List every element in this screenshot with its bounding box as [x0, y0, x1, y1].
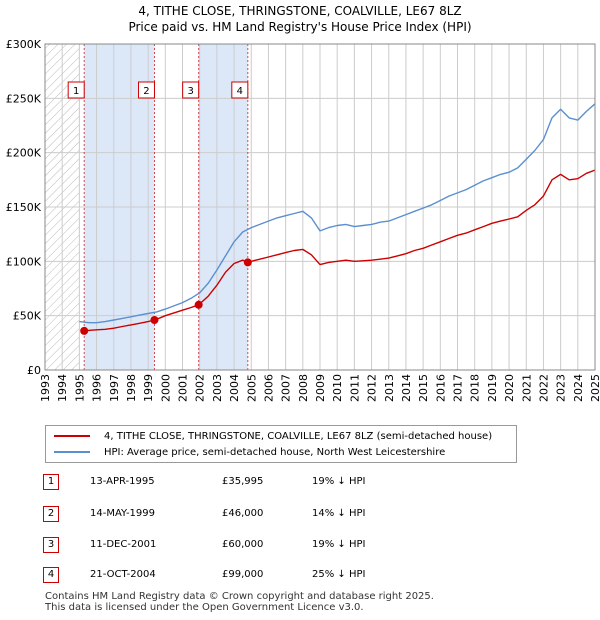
sale-price: £99,000 — [222, 569, 264, 580]
x-tick-label: 1998 — [125, 374, 138, 402]
footer-licence: This data is licensed under the Open Gov… — [45, 602, 364, 613]
x-tick-label: 2023 — [555, 374, 568, 402]
sale-badge: 2 — [43, 506, 59, 522]
x-tick-label: 2019 — [486, 374, 499, 402]
sale-price: £35,995 — [222, 476, 264, 487]
y-tick-label: £50K — [13, 310, 42, 323]
x-tick-label: 1995 — [73, 374, 86, 402]
x-tick-label: 2016 — [434, 374, 447, 402]
x-tick-label: 1994 — [56, 374, 69, 402]
sale-hpi-diff: 14% ↓ HPI — [312, 508, 366, 519]
sale-point — [243, 258, 252, 267]
y-tick-label: £100K — [6, 255, 42, 268]
x-tick-label: 1997 — [108, 374, 121, 402]
x-tick-label: 2008 — [297, 374, 310, 402]
x-tick-label: 2000 — [159, 374, 172, 402]
sale-number-box — [231, 81, 249, 99]
x-tick-label: 2002 — [194, 374, 207, 402]
x-tick-label: 2024 — [572, 374, 585, 402]
x-tick-label: 2014 — [400, 374, 413, 402]
x-tick-label: 2004 — [228, 374, 241, 402]
sale-date: 21-OCT-2004 — [90, 569, 156, 580]
x-tick-label: 2017 — [452, 374, 465, 402]
sale-number-box — [67, 81, 85, 99]
footer-copyright: Contains HM Land Registry data © Crown c… — [45, 591, 434, 602]
sale-badge: 3 — [43, 537, 59, 553]
chart-subtitle: Price paid vs. HM Land Registry's House … — [128, 20, 472, 34]
legend-label-property: 4, TITHE CLOSE, THRINGSTONE, COALVILLE, … — [104, 430, 493, 442]
sale-hpi-diff: 19% ↓ HPI — [312, 476, 366, 487]
x-tick-label: 2020 — [503, 374, 516, 402]
x-tick-label: 1993 — [39, 374, 52, 402]
sale-hpi-diff: 25% ↓ HPI — [312, 569, 366, 580]
y-tick-label: £250K — [6, 92, 42, 105]
price-chart: £0 £50K £100K £150K £200K £250K £300K 1993 1994 1… — [6, 38, 600, 402]
sale-number-box — [182, 81, 200, 99]
x-tick-label: 2015 — [417, 374, 430, 402]
chart-title: 4, TITHE CLOSE, THRINGSTONE, COALVILLE, … — [138, 4, 462, 18]
x-tick-label: 2021 — [520, 374, 533, 402]
legend: 4, TITHE CLOSE, THRINGSTONE, COALVILLE, … — [45, 425, 517, 463]
legend-label-hpi: HPI: Average price, semi-detached house,… — [104, 446, 446, 458]
sale-date: 11-DEC-2001 — [90, 539, 157, 550]
sale-point — [80, 326, 89, 335]
sale-price: £46,000 — [222, 508, 264, 519]
x-tick-label: 2012 — [366, 374, 379, 402]
sale-number-label: 1 — [73, 86, 79, 97]
sale-date: 14-MAY-1999 — [90, 508, 156, 519]
sale-number-box — [137, 81, 155, 99]
y-tick-label: £0 — [27, 364, 41, 377]
series-line — [79, 103, 596, 324]
series-line — [84, 169, 596, 332]
x-tick-label: 2001 — [177, 374, 190, 402]
x-tick-label: 2022 — [537, 374, 550, 402]
sale-price: £60,000 — [222, 539, 264, 550]
x-tick-label: 1999 — [142, 374, 155, 402]
x-tick-label: 2011 — [348, 374, 361, 402]
x-tick-label: 2003 — [211, 374, 224, 402]
legend-item-hpi: HPI: Average price, semi-detached house,… — [54, 445, 445, 459]
x-tick-label: 1996 — [91, 374, 104, 402]
y-tick-label: £150K — [6, 201, 42, 214]
y-tick-label: £300K — [6, 38, 42, 51]
sale-date: 13-APR-1995 — [90, 476, 155, 487]
legend-swatch-property — [54, 435, 90, 437]
x-tick-label: 2007 — [280, 374, 293, 402]
sale-number-label: 2 — [143, 86, 149, 97]
sale-hpi-diff: 19% ↓ HPI — [312, 539, 366, 550]
plot-frame — [44, 43, 596, 371]
x-tick-label: 2025 — [589, 374, 600, 402]
x-tick-label: 2013 — [383, 374, 396, 402]
sale-point — [150, 316, 159, 325]
sale-number-label: 4 — [237, 86, 243, 97]
legend-item-property: 4, TITHE CLOSE, THRINGSTONE, COALVILLE, … — [54, 429, 492, 443]
x-tick-label: 2005 — [245, 374, 258, 402]
sale-badge: 1 — [43, 474, 59, 490]
sale-point — [194, 300, 203, 309]
sale-number-label: 3 — [187, 86, 193, 97]
sale-badge: 4 — [43, 567, 59, 583]
x-tick-label: 2009 — [314, 374, 327, 402]
x-tick-label: 2018 — [469, 374, 482, 402]
x-tick-label: 2006 — [262, 374, 275, 402]
x-tick-label: 2010 — [331, 374, 344, 402]
y-tick-label: £200K — [6, 147, 42, 160]
legend-swatch-hpi — [54, 451, 90, 453]
